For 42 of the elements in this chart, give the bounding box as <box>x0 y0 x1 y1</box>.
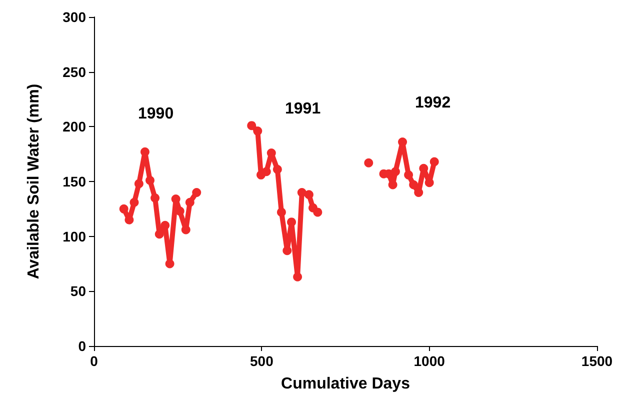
point <box>185 198 194 207</box>
point <box>287 218 296 227</box>
point <box>119 204 128 214</box>
point <box>247 121 256 130</box>
annotation: 1991 <box>285 100 321 118</box>
point <box>272 164 282 174</box>
y-tick-label: 300 <box>62 9 86 25</box>
y-tick-label: 150 <box>62 174 86 190</box>
point <box>304 190 314 200</box>
point <box>150 193 160 202</box>
point <box>154 230 164 239</box>
annotation: 1992 <box>415 94 451 112</box>
y-tick-label: 0 <box>78 338 86 354</box>
point <box>130 198 139 207</box>
x-tick-label: 0 <box>90 353 98 369</box>
point <box>140 147 150 156</box>
point <box>390 167 400 176</box>
y-axis-title: Available Soil Water (mm) <box>26 84 42 280</box>
point <box>409 180 418 190</box>
y-tick-label: 50 <box>70 283 86 300</box>
y-tick-label: 100 <box>62 228 86 244</box>
x-tick-label: 1000 <box>414 353 446 369</box>
x-axis-title: Cumulative Days <box>281 376 410 392</box>
point <box>134 179 144 188</box>
annotation: 1990 <box>138 106 174 122</box>
y-tick-label: 200 <box>62 118 86 135</box>
point <box>364 158 374 168</box>
point <box>192 188 202 197</box>
point <box>404 170 414 180</box>
point <box>313 208 322 217</box>
point <box>282 246 292 256</box>
point <box>181 225 190 234</box>
y-tick-label: 250 <box>62 64 86 80</box>
point <box>146 176 154 185</box>
point <box>293 272 302 282</box>
point <box>276 208 286 217</box>
point <box>160 220 170 230</box>
x-tick-label: 500 <box>250 353 274 369</box>
point <box>430 157 439 166</box>
point <box>165 259 174 268</box>
point <box>253 126 262 136</box>
x-tick-label: 1500 <box>581 353 613 369</box>
